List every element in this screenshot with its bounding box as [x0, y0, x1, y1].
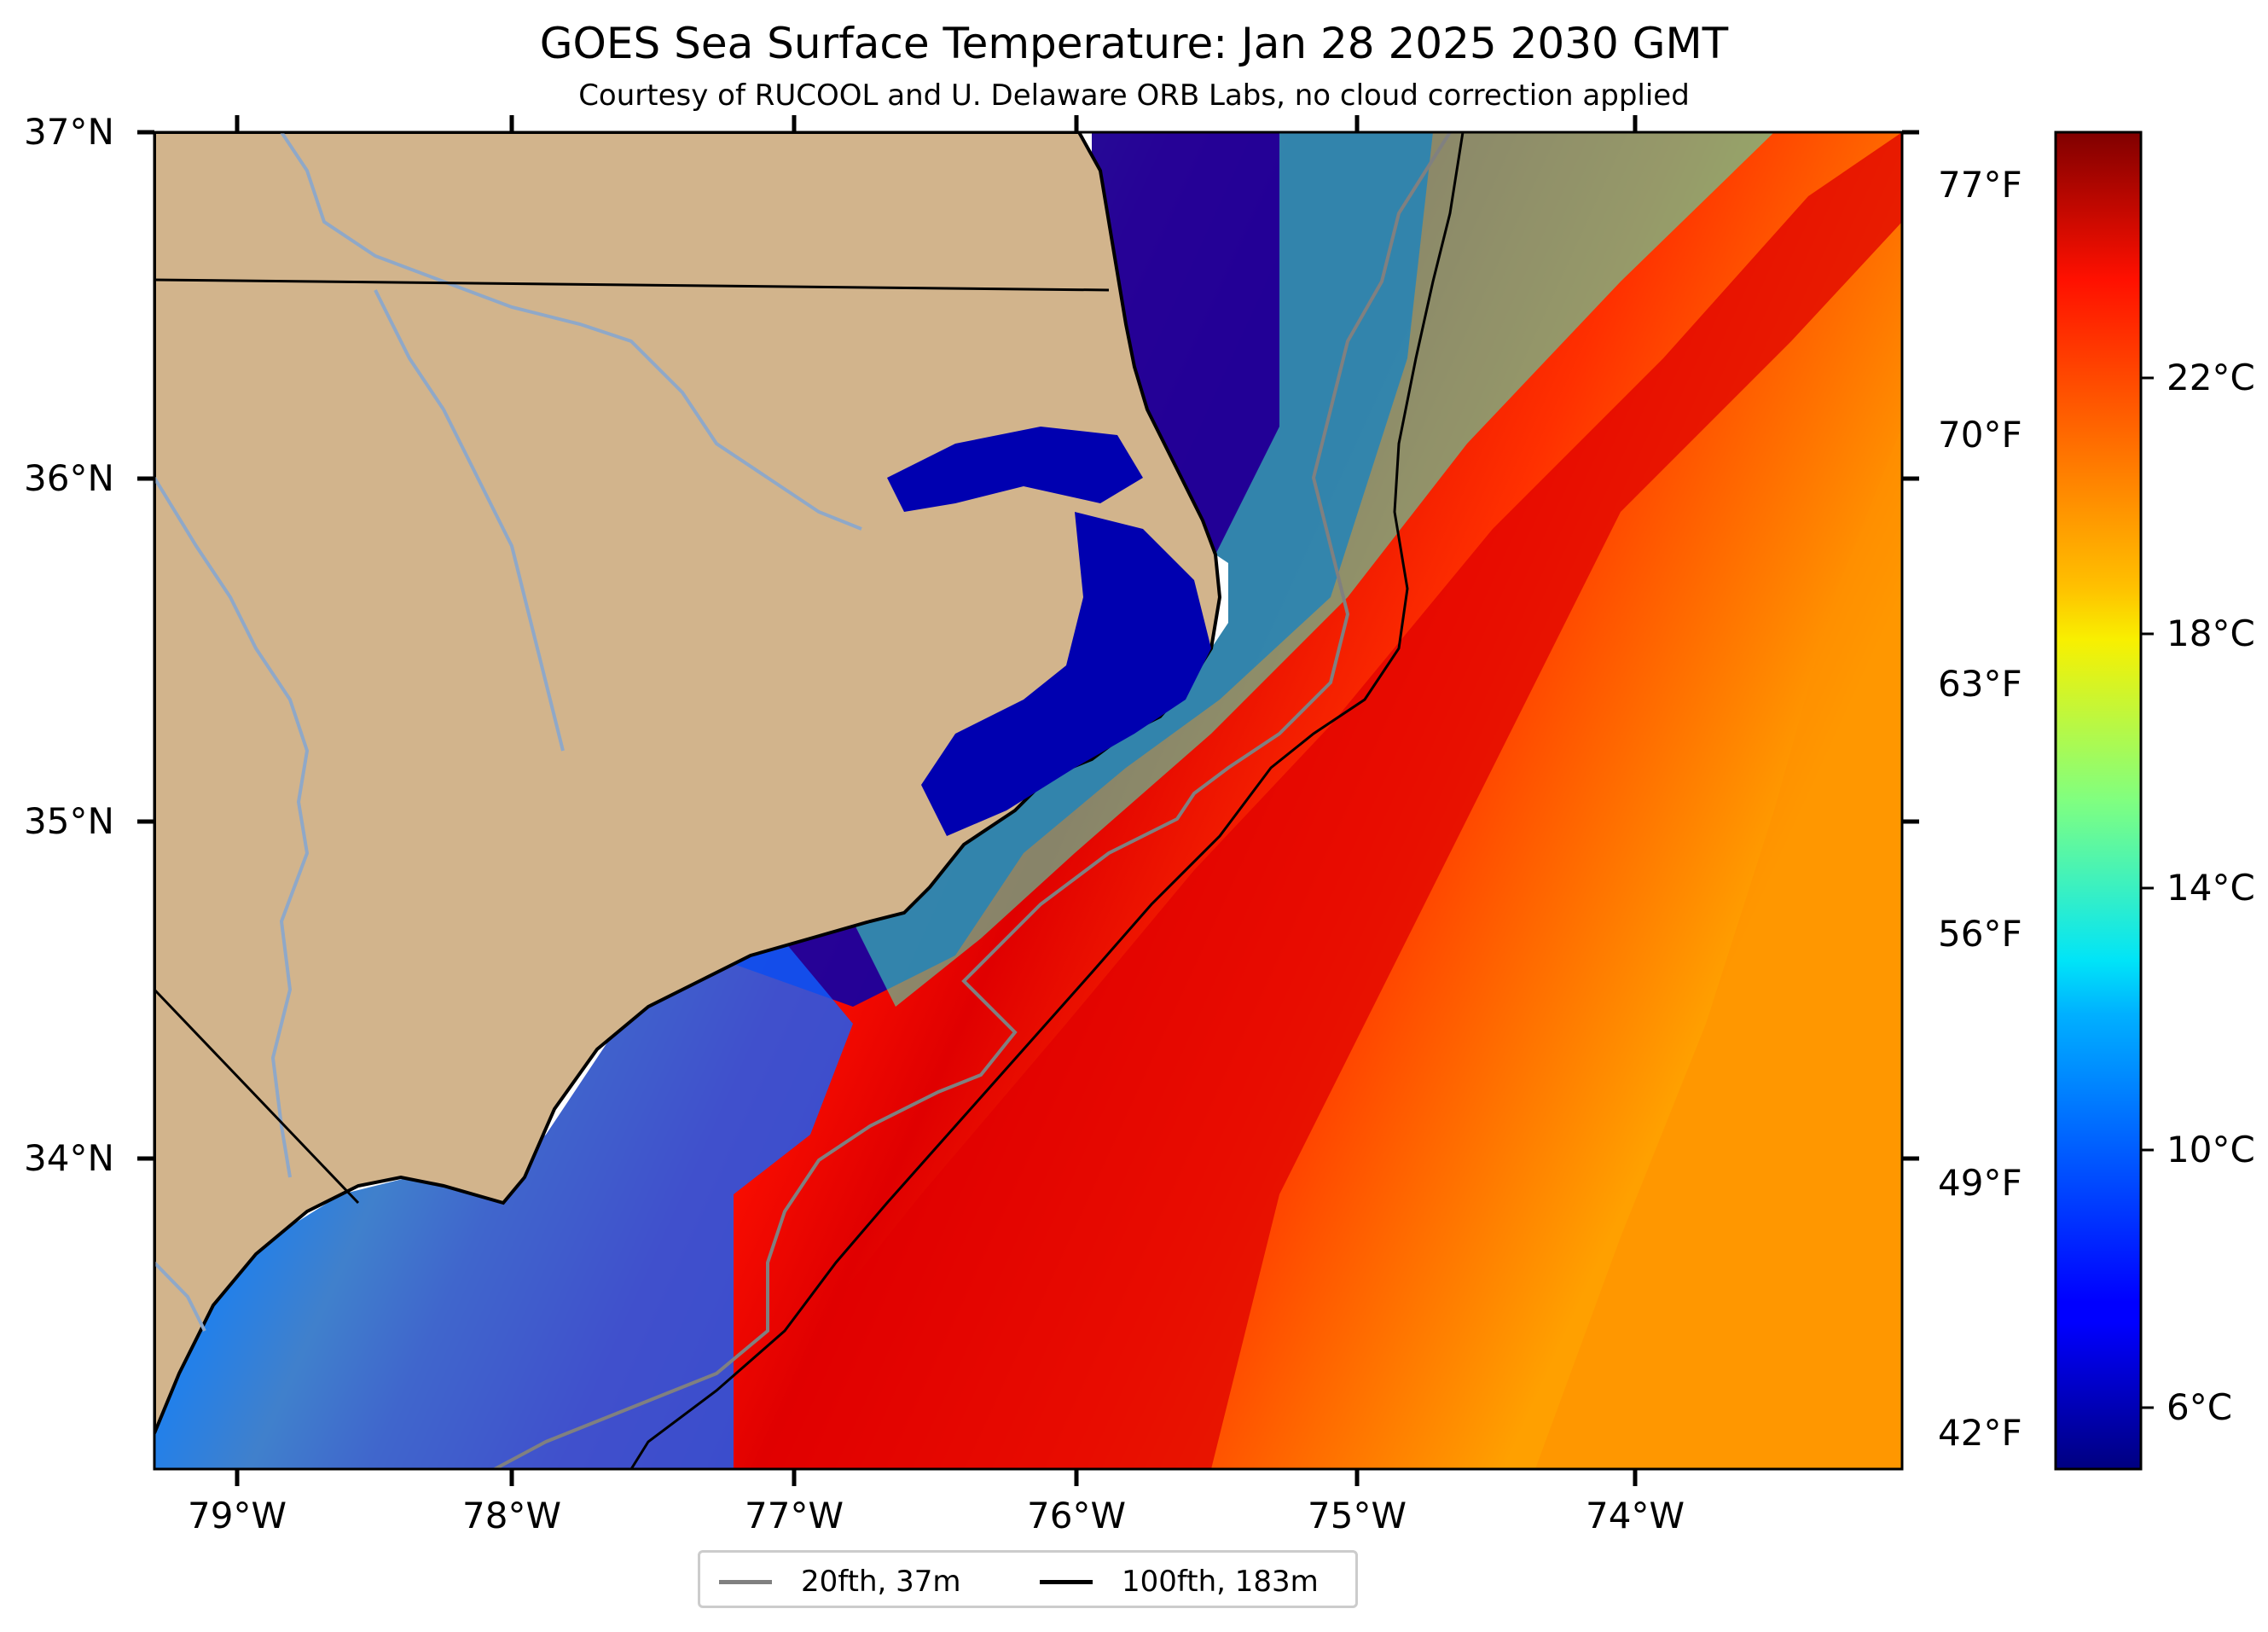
- fahrenheit-label-70: 70°F: [1938, 414, 2022, 456]
- colorbar-ticks: [2141, 376, 2154, 1409]
- fahrenheit-label-56: 56°F: [1938, 913, 2022, 955]
- fahrenheit-label-63: 63°F: [1938, 663, 2022, 705]
- isobath-legend: 20fth, 37m 100fth, 183m: [698, 1550, 1358, 1608]
- celsius-label-14: 14°C: [2166, 867, 2255, 909]
- fahrenheit-label-77: 77°F: [1938, 164, 2022, 206]
- fahrenheit-label-42: 42°F: [1938, 1412, 2022, 1454]
- lat-label-36: 36°N: [24, 457, 114, 499]
- map-frame: [153, 131, 1904, 1471]
- lon-label-74: 74°W: [1586, 1495, 1685, 1536]
- celsius-label-22: 22°C: [2166, 357, 2255, 398]
- gulf-stream-core: [751, 132, 1902, 1469]
- state-borders: [154, 278, 1110, 1205]
- colorbar: [2054, 131, 2143, 1471]
- chart-subtitle: Courtesy of RUCOOL and U. Delaware ORB L…: [578, 78, 1690, 113]
- albemarle-sound: [887, 427, 1143, 512]
- warm-offshore-water: [1535, 427, 1902, 1469]
- map-panel: [154, 132, 1902, 1469]
- lon-label-78: 78°W: [462, 1495, 561, 1536]
- isobath-100fth: [629, 132, 1465, 1469]
- legend-line-100fth: [1040, 1580, 1093, 1584]
- lat-label-37: 37°N: [24, 111, 114, 153]
- lon-label-76: 76°W: [1027, 1495, 1126, 1536]
- celsius-label-18: 18°C: [2166, 613, 2255, 654]
- axis-ticks: [137, 115, 1919, 1486]
- fahrenheit-label-49: 49°F: [1938, 1162, 2022, 1204]
- legend-line-20fth: [719, 1580, 772, 1584]
- celsius-label-10: 10°C: [2166, 1129, 2255, 1170]
- lat-label-35: 35°N: [24, 800, 114, 842]
- pamlico-sound: [921, 512, 1211, 836]
- celsius-label-6: 6°C: [2166, 1386, 2233, 1428]
- rivers: [154, 132, 862, 1332]
- legend-label-20fth: 20fth, 37m: [801, 1565, 961, 1599]
- chart-title: GOES Sea Surface Temperature: Jan 28 202…: [539, 19, 1729, 68]
- legend-label-100fth: 100fth, 183m: [1122, 1565, 1319, 1599]
- green-shelf-water: [853, 132, 1774, 1007]
- lon-label-79: 79°W: [188, 1495, 287, 1536]
- isobath-20fth: [494, 132, 1452, 1469]
- lat-label-34: 34°N: [24, 1137, 114, 1179]
- lon-label-75: 75°W: [1308, 1495, 1407, 1536]
- lon-label-77: 77°W: [745, 1495, 844, 1536]
